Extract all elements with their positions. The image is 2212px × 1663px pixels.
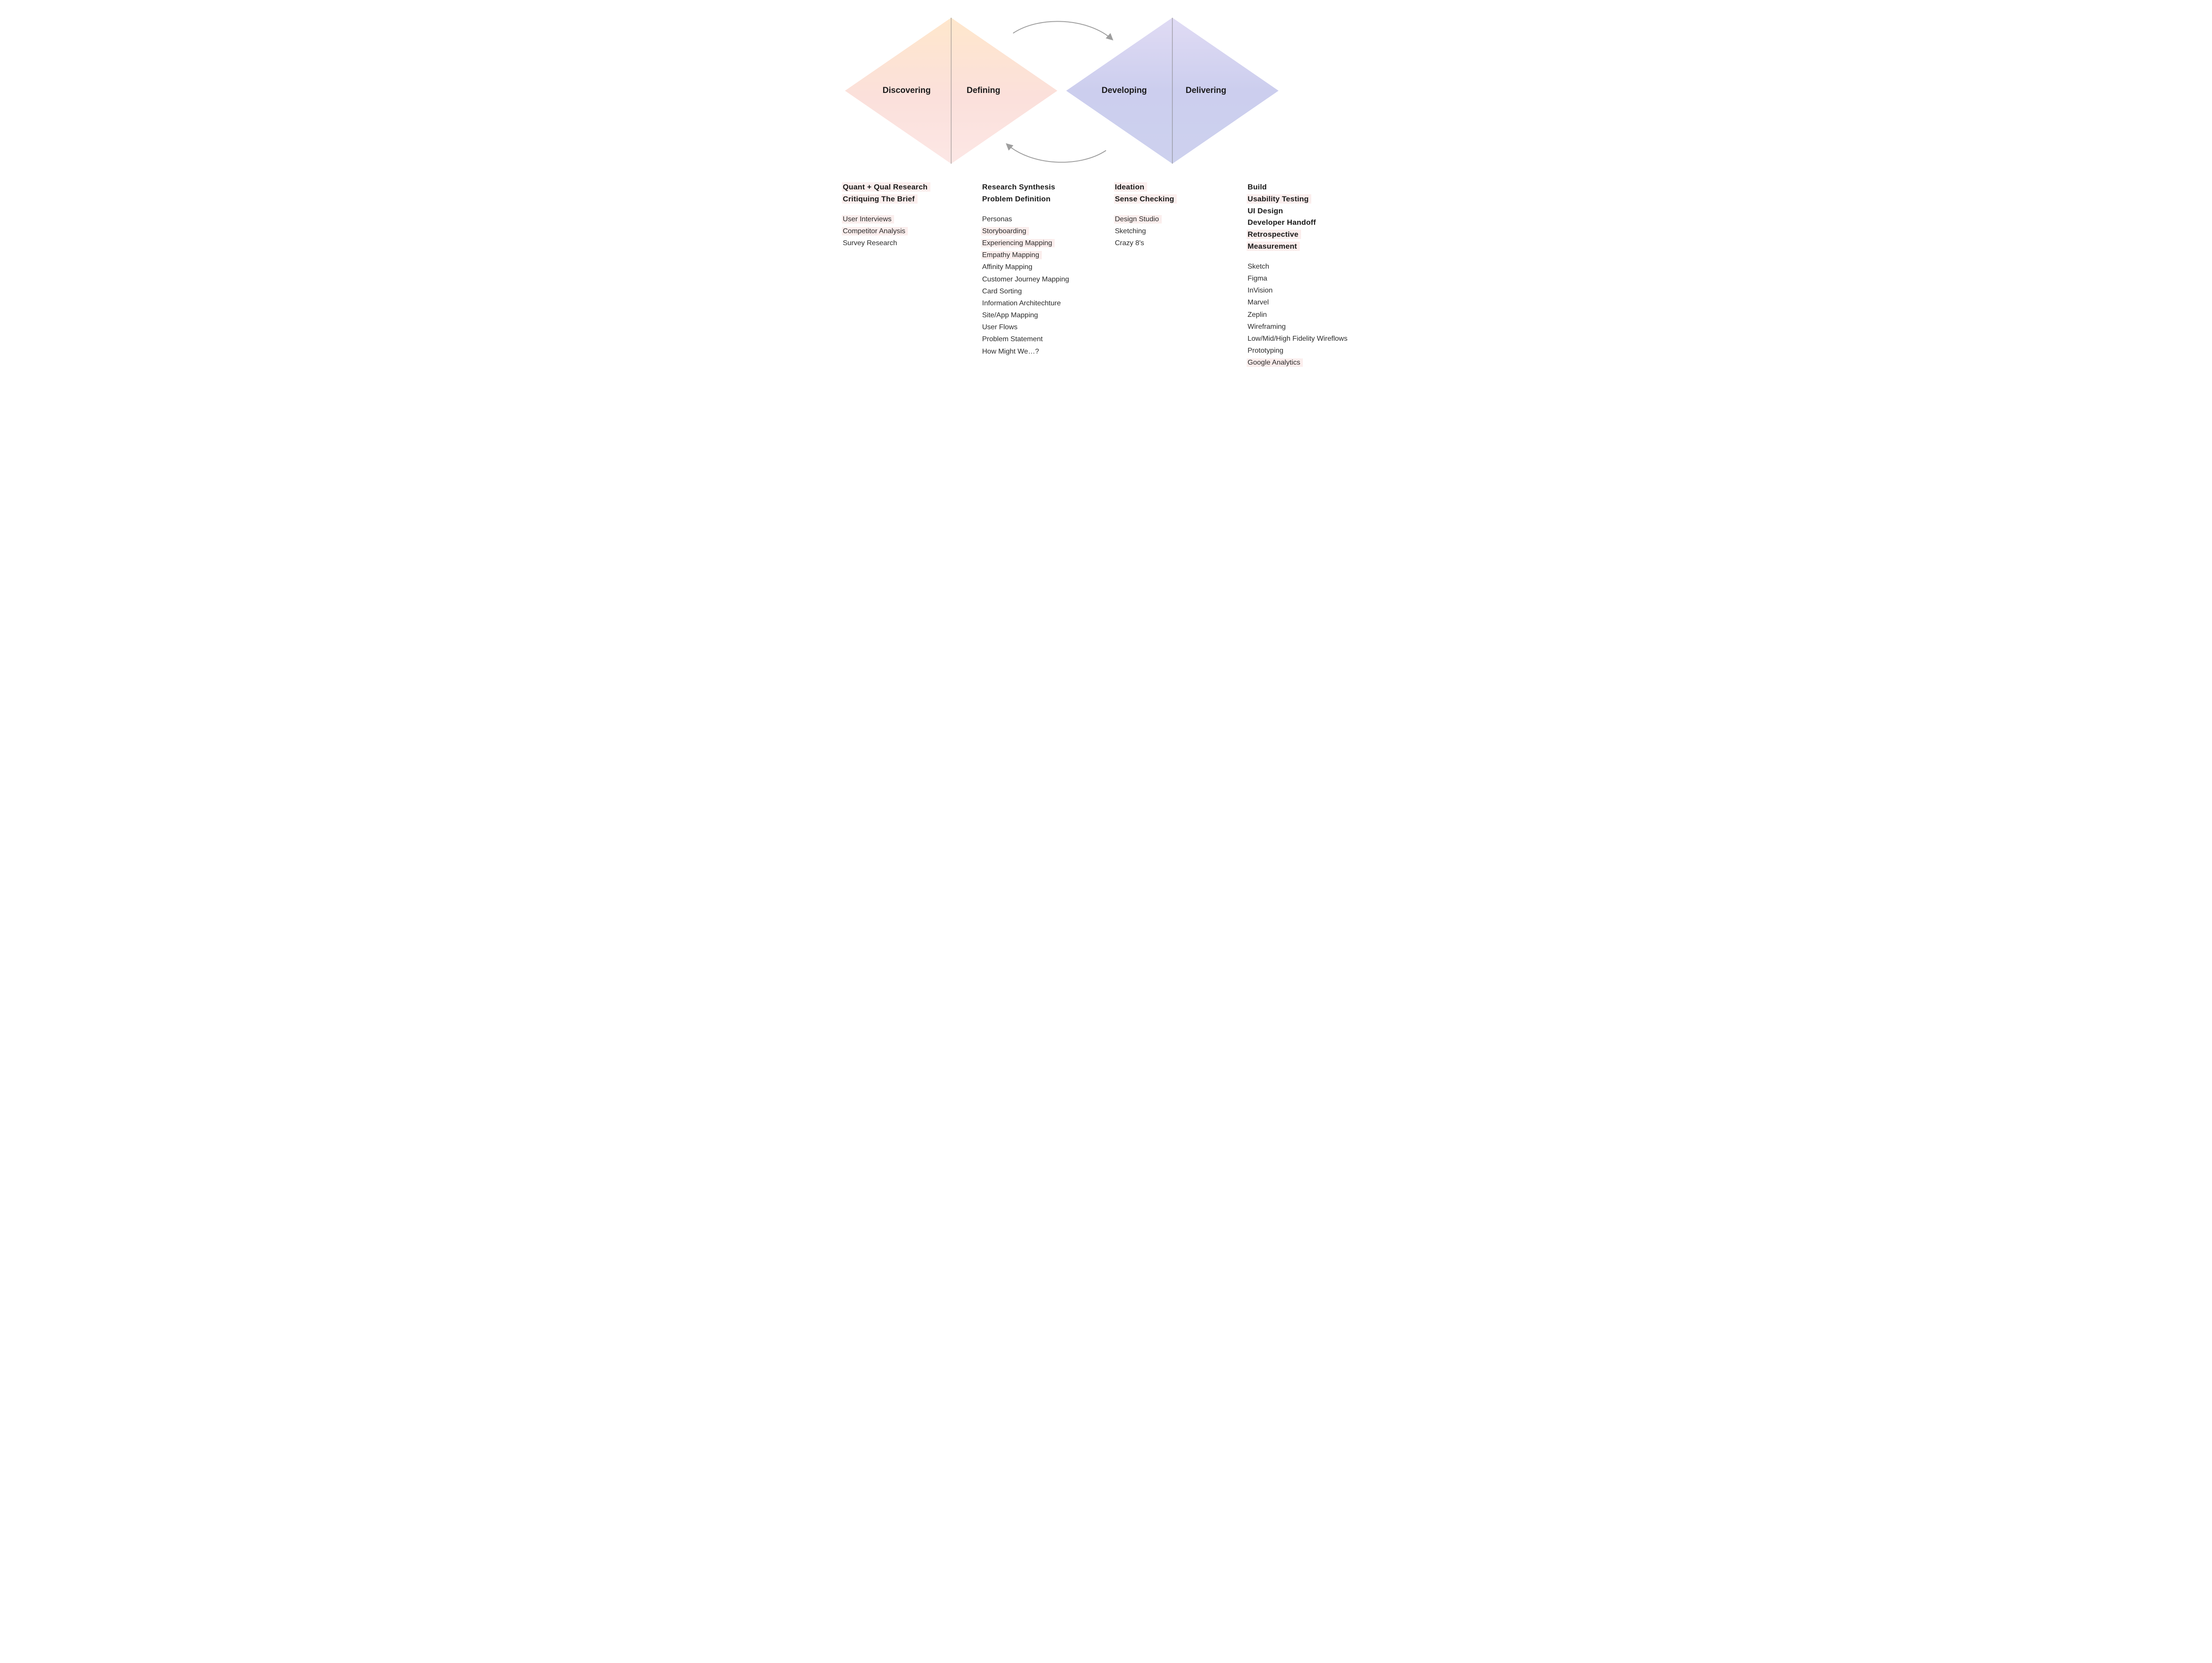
heading-text: UI Design xyxy=(1248,207,1283,215)
list-item: Figma xyxy=(1248,275,1267,282)
heading-text: Quant + Qual Research xyxy=(842,182,930,192)
list-item: Empathy Mapping xyxy=(981,251,1042,259)
list-item: Marvel xyxy=(1248,299,1269,306)
phase-label-delivering: Delivering xyxy=(1186,86,1226,96)
list-item: How Might We…? xyxy=(982,348,1039,355)
list-item: Experiencing Mapping xyxy=(981,239,1055,247)
heading-text: Developer Handoff xyxy=(1248,218,1316,227)
heading-text: Retrospective xyxy=(1247,230,1301,239)
double-diamond-diagram: Discovering Defining Developing Deliveri… xyxy=(841,9,1371,369)
list-item: Affinity Mapping xyxy=(982,263,1033,271)
heading-block: Quant + Qual Research Critiquing The Brie… xyxy=(843,181,969,205)
arrow-forward-icon xyxy=(1013,21,1113,40)
phase-label-developing: Developing xyxy=(1102,86,1147,96)
heading-text: Critiquing The Brief xyxy=(842,194,918,204)
diamonds-region: Discovering Defining Developing Deliveri… xyxy=(841,9,1371,173)
list-item: Site/App Mapping xyxy=(982,312,1038,319)
list-item: Design Studio xyxy=(1114,215,1162,223)
arrow-backward-icon xyxy=(1006,144,1106,162)
list-item: Low/Mid/High Fidelity Wireflows xyxy=(1248,335,1348,343)
columns-region: Quant + Qual Research Critiquing The Brie… xyxy=(841,181,1371,369)
heading-block: Research Synthesis Problem Definition xyxy=(982,181,1102,205)
list-item: User Flows xyxy=(982,323,1018,331)
heading-text: Sense Checking xyxy=(1114,194,1177,204)
list-item: User Interviews xyxy=(842,215,894,223)
column-defining: Research Synthesis Problem Definition Pers… xyxy=(973,181,1106,369)
heading-block: Build Usability Testing UI Design Developer… xyxy=(1248,181,1367,253)
list-item: Wireframing xyxy=(1248,323,1286,331)
phase-label-discovering: Discovering xyxy=(883,86,931,96)
heading-text: Build xyxy=(1248,183,1267,191)
list-item: Customer Journey Mapping xyxy=(982,276,1069,283)
column-discovering: Quant + Qual Research Critiquing The Brie… xyxy=(841,181,973,369)
list-item: Information Architechture xyxy=(982,300,1061,307)
list-item: Crazy 8's xyxy=(1115,239,1144,247)
phase-label-defining: Defining xyxy=(967,86,1000,96)
list-item: Google Analytics xyxy=(1247,358,1303,367)
list-item: InVision xyxy=(1248,287,1273,294)
list-item: Competitor Analysis xyxy=(842,227,908,235)
heading-block: Ideation Sense Checking xyxy=(1115,181,1234,205)
list-item: Prototyping xyxy=(1248,347,1283,354)
heading-text: Ideation xyxy=(1114,182,1147,192)
list-item: Zeplin xyxy=(1248,311,1267,319)
list-item: Problem Statement xyxy=(982,335,1043,343)
list-item: Sketching xyxy=(1115,227,1146,235)
heading-text: Usability Testing xyxy=(1247,194,1311,204)
list-item: Personas xyxy=(982,216,1012,223)
heading-text: Problem Definition xyxy=(982,195,1051,203)
list-item: Card Sorting xyxy=(982,288,1022,295)
heading-text: Measurement xyxy=(1247,242,1300,251)
list-item: Survey Research xyxy=(843,239,897,247)
list-item: Sketch xyxy=(1248,263,1269,270)
list-item: Storyboarding xyxy=(981,227,1029,235)
column-delivering: Build Usability Testing UI Design Developer… xyxy=(1239,181,1371,369)
heading-text: Research Synthesis xyxy=(982,183,1055,191)
column-developing: Ideation Sense Checking Design Studio Sketc… xyxy=(1106,181,1239,369)
